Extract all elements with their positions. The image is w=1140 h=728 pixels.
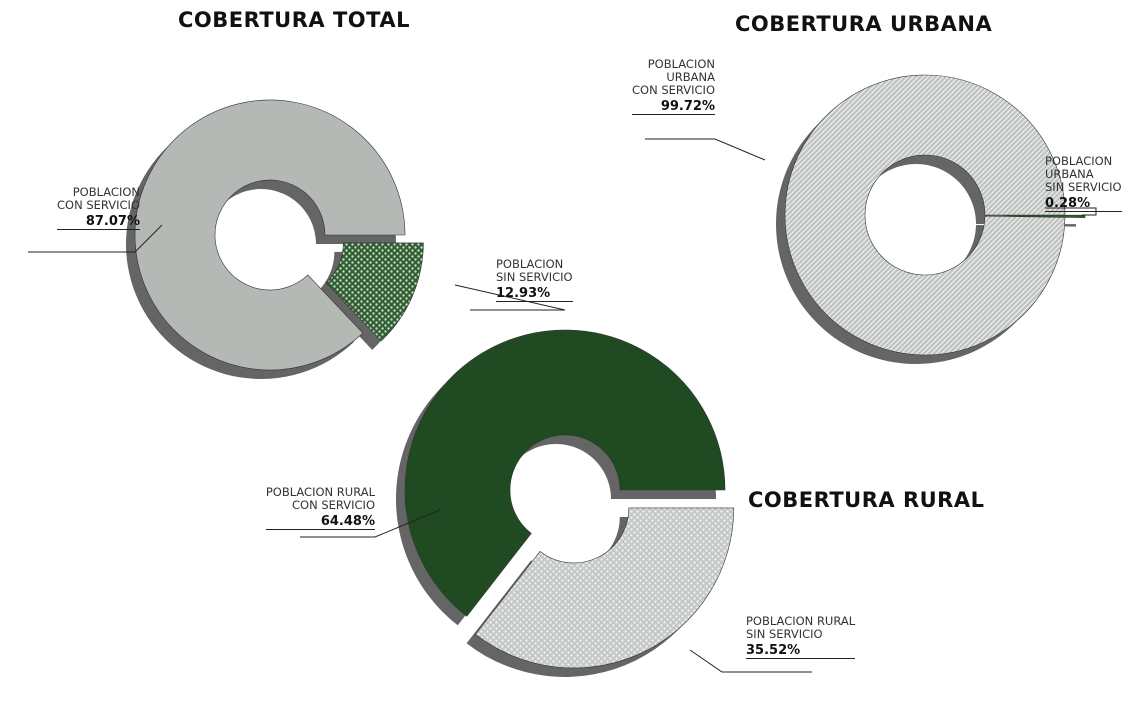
slice: [325, 242, 424, 342]
value-label: 12.93%: [496, 287, 573, 302]
leader-line: [300, 509, 441, 538]
slice-label: POBLACION CON SERVICIO 87.07%: [57, 186, 140, 230]
leader-line: [454, 284, 566, 311]
slice: [134, 99, 406, 371]
category-label: POBLACION RURAL SIN SERVICIO: [746, 614, 856, 641]
slice-label: POBLACION URBANA CON SERVICIO 99.72%: [632, 58, 715, 115]
chart-title: COBERTURA RURAL: [748, 488, 985, 512]
slice-label: POBLACION RURAL SIN SERVICIO 35.52%: [746, 614, 856, 659]
category-label: POBLACION URBANA CON SERVICIO: [632, 57, 715, 97]
slice-label: POBLACION RURAL CON SERVICIO 64.48%: [265, 485, 375, 530]
category-label: POBLACION RURAL CON SERVICIO: [265, 485, 375, 512]
value-label: 0.28%: [1045, 197, 1122, 212]
value-label: 87.07%: [57, 215, 140, 230]
leader-line: [28, 224, 163, 253]
value-label: 99.72%: [632, 100, 715, 115]
slice: [475, 507, 735, 669]
category-label: POBLACION URBANA SIN SERVICIO: [1045, 154, 1122, 194]
slice-label: POBLACION URBANA SIN SERVICIO 0.28%: [1045, 155, 1122, 212]
value-label: 64.48%: [265, 515, 375, 530]
value-label: 35.52%: [746, 644, 856, 659]
leader-line: [689, 649, 812, 673]
slice: [404, 329, 726, 617]
chart-title: COBERTURA URBANA: [735, 12, 993, 36]
category-label: POBLACION SIN SERVICIO: [496, 257, 573, 284]
category-label: POBLACION CON SERVICIO: [57, 185, 140, 212]
leader-line: [645, 138, 766, 161]
slice-label: POBLACION SIN SERVICIO 12.93%: [496, 258, 573, 302]
chart-title: COBERTURA TOTAL: [178, 8, 410, 32]
slice: [784, 74, 1066, 356]
